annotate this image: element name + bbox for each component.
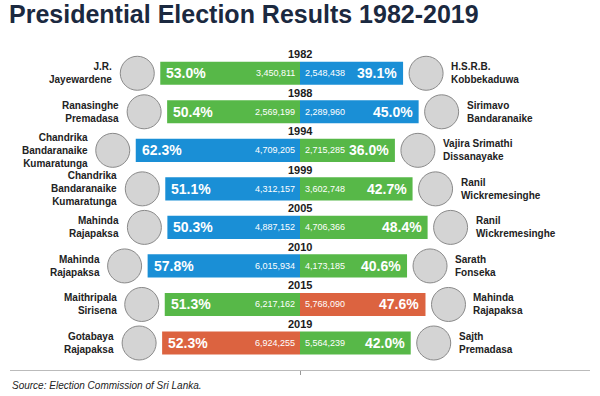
svg-text:4,887,152: 4,887,152 — [255, 222, 295, 232]
svg-text:62.3%: 62.3% — [142, 142, 182, 158]
svg-text:2010: 2010 — [288, 241, 312, 253]
svg-text:RanasinghePremadasa: RanasinghePremadasa — [62, 100, 119, 124]
svg-text:57.8%: 57.8% — [154, 258, 194, 274]
svg-text:53.0%: 53.0% — [166, 65, 206, 81]
svg-text:J.R.Jayewardene: J.R.Jayewardene — [49, 61, 112, 85]
svg-text:1999: 1999 — [288, 164, 312, 176]
svg-text:2,569,199: 2,569,199 — [255, 107, 295, 117]
svg-text:5,564,239: 5,564,239 — [305, 338, 345, 348]
svg-text:1982: 1982 — [288, 48, 312, 60]
svg-text:2005: 2005 — [288, 202, 312, 214]
svg-text:SarathFonseka: SarathFonseka — [455, 254, 496, 278]
svg-text:1988: 1988 — [288, 87, 312, 99]
svg-text:50.4%: 50.4% — [173, 104, 213, 120]
svg-text:50.3%: 50.3% — [173, 219, 213, 235]
svg-text:4,173,185: 4,173,185 — [305, 261, 345, 271]
svg-text:39.1%: 39.1% — [357, 65, 397, 81]
svg-text:4,709,205: 4,709,205 — [255, 145, 295, 155]
svg-text:Presidential Election Results: Presidential Election Results 1982-2019 — [9, 0, 479, 28]
svg-text:2019: 2019 — [288, 318, 312, 330]
svg-text:H.S.R.B.Kobbekaduwa: H.S.R.B.Kobbekaduwa — [451, 61, 519, 85]
svg-text:3,450,811: 3,450,811 — [256, 68, 295, 78]
svg-text:ChandrikaBandaranaikeKumaratun: ChandrikaBandaranaikeKumaratunga — [51, 170, 117, 207]
svg-text:51.3%: 51.3% — [171, 296, 211, 312]
svg-text:RanilWickremesinghe: RanilWickremesinghe — [476, 215, 556, 239]
svg-text:GotabayaRajapaksa: GotabayaRajapaksa — [64, 331, 114, 355]
svg-text:36.0%: 36.0% — [349, 142, 389, 158]
svg-text:45.0%: 45.0% — [373, 104, 413, 120]
svg-text:52.3%: 52.3% — [168, 335, 208, 351]
svg-text:MaithripalaSirisena: MaithripalaSirisena — [64, 292, 117, 316]
svg-text:4,706,366: 4,706,366 — [305, 222, 345, 232]
svg-text:2015: 2015 — [288, 279, 312, 291]
svg-text:ChandrikaBandaranaikeKumaratun: ChandrikaBandaranaikeKumaratunga — [22, 132, 88, 169]
svg-text:51.1%: 51.1% — [171, 181, 211, 197]
svg-text:3,602,748: 3,602,748 — [305, 184, 345, 194]
svg-text:2,548,438: 2,548,438 — [305, 68, 345, 78]
svg-text:Source: Election Commission of: Source: Election Commission of Sri Lanka… — [12, 380, 202, 391]
svg-text:42.7%: 42.7% — [367, 181, 407, 197]
svg-text:RanilWickremesinghe: RanilWickremesinghe — [461, 177, 541, 201]
svg-text:4,312,157: 4,312,157 — [255, 184, 295, 194]
svg-text:MahindaRajapaksa: MahindaRajapaksa — [50, 254, 100, 278]
svg-text:47.6%: 47.6% — [379, 296, 419, 312]
svg-text:SirimavoBandaranaike: SirimavoBandaranaike — [467, 100, 533, 124]
svg-text:42.0%: 42.0% — [365, 335, 405, 351]
svg-text:6,015,934: 6,015,934 — [255, 261, 295, 271]
svg-text:MahindaRajapaksa: MahindaRajapaksa — [69, 215, 119, 239]
svg-text:40.6%: 40.6% — [361, 258, 401, 274]
svg-text:5,768,090: 5,768,090 — [305, 299, 345, 309]
svg-text:Vajira SrimathiDissanayake: Vajira SrimathiDissanayake — [443, 138, 513, 162]
svg-text:SajthPremadasa: SajthPremadasa — [459, 331, 513, 355]
svg-text:2,289,960: 2,289,960 — [305, 107, 345, 117]
svg-text:48.4%: 48.4% — [382, 219, 422, 235]
svg-text:MahindaRajapaksa: MahindaRajapaksa — [473, 292, 523, 316]
svg-text:6,924,255: 6,924,255 — [255, 338, 295, 348]
svg-text:6,217,162: 6,217,162 — [255, 299, 295, 309]
svg-text:1994: 1994 — [288, 125, 313, 137]
svg-text:2,715,285: 2,715,285 — [305, 145, 345, 155]
